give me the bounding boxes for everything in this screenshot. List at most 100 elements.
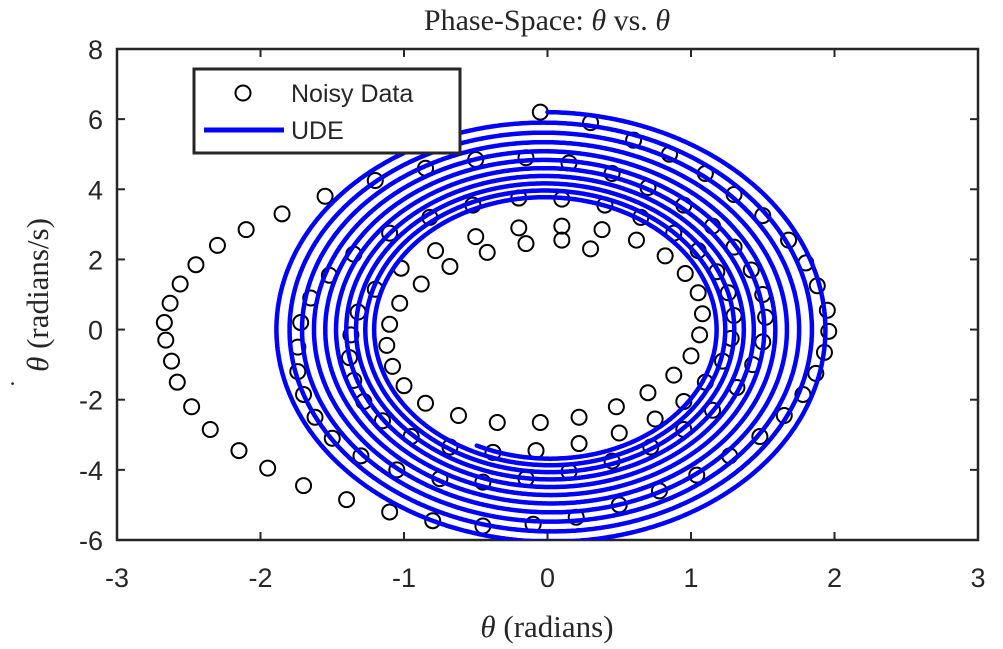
chart-title: Phase-Space: θ vs. θ: [424, 4, 670, 37]
title-prefix: Phase-Space:: [424, 4, 591, 37]
noisy-data-point: [691, 326, 709, 344]
tick-labels: -3 -2 -1 0 1 2 3 -6 -4 -2 0 2 4 6 8: [79, 35, 986, 593]
ude-series-line: [274, 109, 828, 540]
noisy-data-point: [157, 331, 175, 349]
noisy-data-point: [593, 221, 611, 239]
y-tick-label: -4: [79, 456, 103, 486]
noisy-data-point: [161, 294, 179, 312]
noisy-data-point: [295, 477, 313, 495]
xlabel-var: θ: [480, 609, 495, 644]
noisy-data-point: [417, 394, 435, 412]
noisy-data-point: [751, 428, 769, 446]
title-var1: θ: [591, 4, 606, 37]
y-tick-label: 4: [88, 175, 103, 205]
y-tick-label: -6: [79, 526, 103, 556]
legend: Noisy Data UDE: [192, 67, 462, 155]
noisy-data-point: [488, 414, 506, 432]
x-tick-label: 3: [970, 563, 985, 593]
noisy-data-point: [450, 406, 468, 424]
noisy-data-point: [553, 231, 571, 249]
noisy-data-point: [627, 231, 645, 249]
noisy-data-point: [478, 243, 496, 261]
noisy-data-point: [395, 377, 413, 395]
noisy-data-point: [259, 459, 277, 477]
title-var2: θ: [655, 4, 670, 37]
noisy-data-point: [381, 315, 399, 333]
noisy-data-point: [323, 429, 341, 447]
noisy-data-point: [237, 221, 255, 239]
noisy-data-point: [391, 294, 409, 312]
noisy-data-point: [381, 503, 399, 521]
noisy-data-point: [168, 373, 186, 391]
noisy-data-point: [366, 172, 384, 190]
noisy-data-point: [570, 435, 588, 453]
noisy-data-point: [607, 398, 625, 416]
noisy-data-point: [381, 224, 399, 242]
noisy-data-point: [441, 257, 459, 275]
noisy-data-point: [316, 187, 334, 205]
x-tick-label: 2: [827, 563, 842, 593]
noisy-data-point: [352, 447, 370, 465]
noisy-data-point: [338, 491, 356, 509]
noisy-data-point: [467, 228, 485, 246]
legend-label-noisy-data: Noisy Data: [291, 80, 413, 108]
noisy-data-point: [412, 275, 430, 293]
noisy-data-point: [610, 424, 628, 442]
noisy-data-point: [688, 466, 706, 484]
noisy-data-point: [384, 357, 402, 375]
noisy-data-point: [682, 347, 700, 365]
noisy-data-point: [342, 326, 360, 344]
noisy-data-point: [230, 442, 248, 460]
xlabel-text: (radians): [496, 609, 614, 644]
noisy-data-point: [273, 205, 291, 223]
noisy-data-point: [531, 414, 549, 432]
y-tick-label: 6: [88, 105, 103, 135]
noisy-data-point: [656, 247, 674, 265]
noisy-data-point: [510, 219, 528, 237]
noisy-data-point: [424, 512, 442, 530]
noisy-data-point: [201, 421, 219, 439]
noisy-data-point: [295, 385, 313, 403]
noisy-data-point: [689, 284, 707, 302]
title-mid: vs.: [606, 4, 655, 37]
noisy-data-point: [163, 352, 181, 370]
legend-box: [192, 67, 462, 155]
noisy-data-point: [171, 275, 189, 293]
noisy-data-point: [665, 366, 683, 384]
noisy-data-point: [208, 236, 226, 254]
y-tick-label: 2: [88, 245, 103, 275]
ylabel-var: θ: [20, 357, 55, 372]
noisy-data-point: [388, 461, 406, 479]
noisy-data-point: [582, 240, 600, 258]
noisy-data-point: [155, 314, 173, 332]
y-tick-label: -2: [79, 386, 103, 416]
noisy-data-point: [183, 398, 201, 416]
y-axis-label: θ (radians/s) ˙: [6, 218, 55, 388]
x-tick-label: -1: [392, 563, 416, 593]
legend-label-ude: UDE: [291, 117, 344, 145]
noisy-data-point: [639, 384, 657, 402]
noisy-data-point: [373, 412, 391, 430]
noisy-data-point: [306, 408, 324, 426]
noisy-data-point: [378, 336, 396, 354]
ylabel-dot: ˙: [6, 379, 35, 388]
noisy-data-point: [820, 322, 838, 340]
x-tick-label: -2: [248, 563, 272, 593]
svg-text:θ (radians/s): θ (radians/s): [20, 218, 55, 372]
x-tick-label: 1: [683, 563, 698, 593]
noisy-data-point: [570, 408, 588, 426]
legend-marker-noisy-data: [234, 84, 252, 102]
x-tick-label: -3: [105, 563, 129, 593]
y-tick-label: 8: [88, 35, 103, 65]
ylabel-text: (radians/s): [20, 218, 55, 357]
x-axis-label: θ (radians): [480, 609, 613, 644]
noisy-data-point: [187, 256, 205, 274]
noisy-data-point: [818, 301, 836, 319]
x-tick-label: 0: [540, 563, 555, 593]
noisy-data-point: [693, 305, 711, 323]
noisy-data-point: [517, 235, 535, 253]
noisy-data-point: [646, 410, 664, 428]
noisy-data-point: [676, 264, 694, 282]
noisy-data-point: [427, 242, 445, 260]
